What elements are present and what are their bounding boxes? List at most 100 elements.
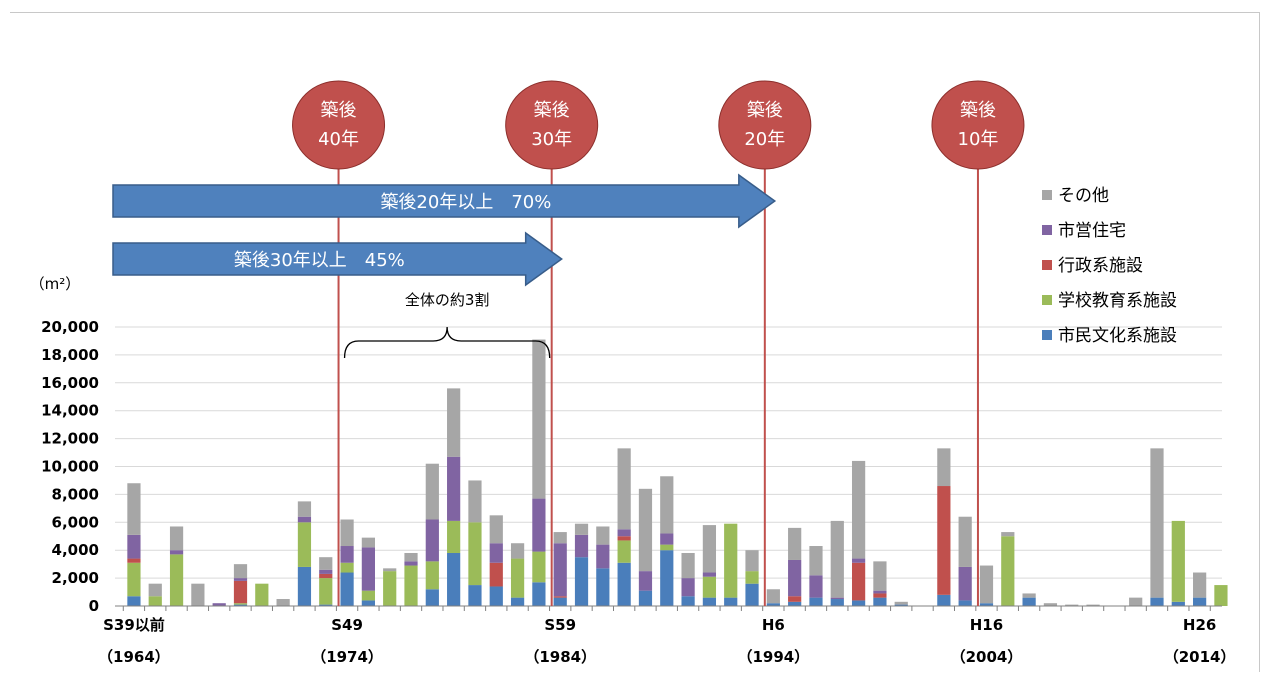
y-tick-label: 20,000 [41, 318, 99, 336]
y-tick-label: 12,000 [41, 430, 99, 448]
age-bubble [718, 80, 812, 170]
bar-segment [297, 501, 312, 517]
bar-segment [319, 573, 333, 579]
bar-segment [169, 554, 184, 606]
bar-segment [1043, 603, 1058, 606]
legend-swatch [1042, 260, 1052, 270]
bar-segment [489, 586, 503, 606]
bar-segment [233, 604, 248, 606]
year-markers: 築後 40年 築後 30年 築後 20年 築後 10年 [292, 80, 1025, 606]
bar-segment [127, 558, 141, 563]
bar-segment [1065, 604, 1079, 606]
legend-label: 行政系施設 [1058, 256, 1143, 276]
bar-segment [681, 596, 695, 606]
bar-segment [361, 600, 375, 606]
bar-segment [1193, 572, 1207, 598]
legend-label: 市営住宅 [1058, 221, 1126, 241]
bar-segment [361, 537, 375, 548]
x-tick-sublabel: （1964） [98, 648, 170, 666]
y-unit-label: （m²） [30, 275, 81, 293]
bar-segment [894, 604, 908, 606]
y-tick-label: 6,000 [52, 513, 99, 531]
bar-segment [233, 580, 248, 604]
bar-segment [361, 547, 375, 591]
bar-segment [809, 575, 823, 598]
bar-segment [745, 550, 759, 572]
bar-segment [702, 525, 717, 573]
bar-segment [340, 572, 354, 606]
bar-segment [617, 536, 631, 541]
bar-segment [1086, 604, 1100, 606]
bar-segment [937, 448, 951, 487]
bar-segment [489, 562, 503, 587]
bar-segment [766, 603, 780, 606]
axes: 0 2,000 4,000 6,000 8,000 10,000 12,000 14,000 1… [30, 275, 1236, 666]
bar-segment [148, 596, 162, 606]
x-tick-sublabel: （2014） [1164, 648, 1236, 666]
age-bubble-years: 40年 [318, 129, 359, 150]
bar-segment [553, 596, 567, 598]
bar-segment [532, 582, 546, 606]
bar-segment [340, 519, 354, 547]
x-tick-label: S39以前 [103, 616, 165, 634]
bar-segment [958, 600, 972, 606]
bar-segment [979, 603, 994, 606]
bar-segment [127, 483, 141, 535]
bar-segment [297, 522, 312, 567]
legend-label: 市民文化系施設 [1058, 326, 1177, 346]
bar-segment [830, 599, 844, 606]
age-bubble [292, 80, 386, 170]
bar-segment [532, 551, 546, 583]
age-bubble-years: 30年 [531, 129, 572, 150]
bar-segment [894, 601, 908, 605]
bar-segment [510, 597, 525, 606]
bar-segment [702, 572, 717, 577]
bar-segment [489, 543, 503, 563]
bar-segment [404, 561, 418, 566]
bar-segment [319, 578, 333, 605]
bar-segment [596, 526, 610, 545]
bar-segment [809, 546, 823, 576]
bar-segment [873, 561, 887, 591]
bar-segment [638, 590, 653, 606]
bar-segment [297, 566, 312, 606]
bar-segment [724, 523, 738, 598]
bar-segment [425, 463, 439, 520]
age-bubble [505, 80, 599, 170]
y-tick-label: 0 [89, 597, 99, 615]
legend-label: 学校教育系施設 [1058, 291, 1177, 311]
bar-segment [319, 569, 333, 574]
bar-segment [340, 562, 354, 573]
bar-segment [319, 557, 333, 570]
legend-swatch [1042, 295, 1052, 305]
bar-segment [702, 597, 717, 606]
bar-segment [148, 583, 162, 597]
bar-segment [681, 578, 695, 597]
bar-segment [447, 520, 461, 553]
bar-segment [1022, 593, 1036, 598]
bar-segment [660, 533, 674, 545]
bar-segment [766, 589, 780, 604]
legend-swatch [1042, 190, 1052, 200]
bar-segment [127, 534, 141, 559]
bar-segment [596, 568, 610, 606]
bar-segment [851, 460, 866, 559]
bar-segment [532, 498, 546, 552]
summary-arrow-label: 築後20年以上 70% [380, 192, 551, 213]
bar-segment [1150, 597, 1164, 606]
bars [127, 339, 1228, 606]
bar-segment [979, 565, 994, 604]
y-tick-label: 4,000 [52, 541, 99, 559]
bar-segment [1214, 585, 1228, 606]
summary-arrow [112, 231, 563, 287]
arrows: 築後20年以上 70% 築後30年以上 45% 全体の約3割 [112, 173, 777, 359]
bar-segment [617, 448, 631, 530]
x-tick-sublabel: （1984） [524, 648, 596, 666]
bar-segment [255, 583, 269, 606]
bar-segment [233, 578, 248, 581]
bar-segment [383, 571, 397, 606]
bar-segment [169, 550, 184, 555]
bar-segment [745, 571, 759, 584]
y-tick-label: 8,000 [52, 485, 99, 503]
bar-segment [788, 527, 802, 560]
